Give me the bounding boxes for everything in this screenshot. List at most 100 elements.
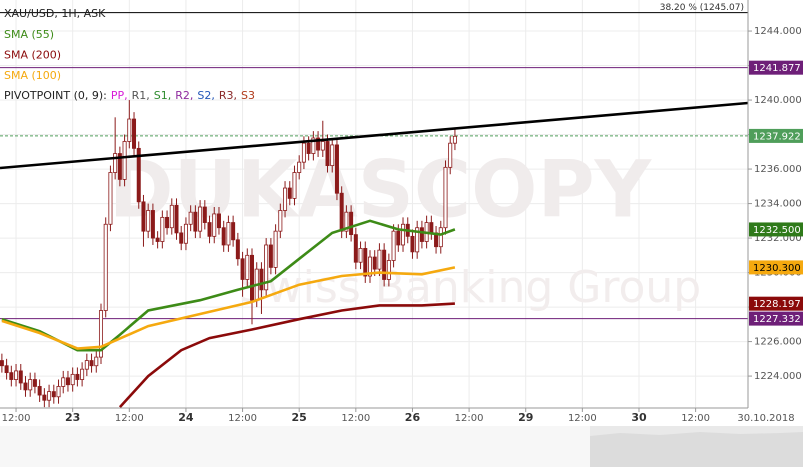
candle-body xyxy=(56,386,61,398)
candle-body xyxy=(65,377,70,386)
candle-body xyxy=(89,360,94,367)
candle-body xyxy=(18,370,23,384)
y-tick-label: 1236.000 xyxy=(754,164,802,175)
candle-body xyxy=(103,223,108,311)
y-tick-label: 1226.000 xyxy=(754,337,802,348)
price-marker-label: 1237.922 xyxy=(753,131,801,142)
legend-pivot-item: S2, xyxy=(197,89,214,102)
candle-body xyxy=(165,216,170,229)
candle-body xyxy=(401,223,406,246)
candle-body xyxy=(287,187,292,199)
candle-body xyxy=(353,234,358,263)
price-marker xyxy=(749,60,803,75)
candle-body xyxy=(193,211,198,232)
candle-body xyxy=(325,141,330,167)
candle-body xyxy=(51,391,56,398)
legend-pivot-item: S1, xyxy=(154,89,171,102)
legend-pivot-item: R3, xyxy=(219,89,237,102)
candle-body xyxy=(212,213,217,237)
candle-body xyxy=(292,172,297,199)
candle-body xyxy=(377,249,382,270)
candle-body xyxy=(268,244,273,268)
candle-body xyxy=(108,172,113,225)
x-tick-label: 12:00 xyxy=(455,413,484,424)
candle-body xyxy=(141,201,146,232)
candle-body xyxy=(136,147,141,203)
candle-body xyxy=(207,222,212,237)
candle-body xyxy=(235,239,240,260)
candle-body xyxy=(47,391,52,401)
price-marker xyxy=(749,128,803,143)
candle-body xyxy=(264,244,269,291)
candle-body xyxy=(216,213,221,229)
candle-body xyxy=(174,204,179,234)
candle-body xyxy=(429,222,434,234)
axes: 1224.0001226.0001228.0001230.0001232.000… xyxy=(2,3,803,424)
x-tick-label: 12:00 xyxy=(228,413,257,424)
legend-pivot-item: R1, xyxy=(132,89,150,102)
candle-body xyxy=(410,235,415,253)
candle-body xyxy=(259,268,264,291)
date-label: 30.10.2018 xyxy=(737,413,794,424)
candle-body xyxy=(160,216,165,242)
y-tick-label: 1224.000 xyxy=(754,371,802,382)
candle-body xyxy=(122,141,127,180)
legend-title: XAU/USD, 1H, ASK xyxy=(4,7,106,20)
x-tick-label: 12:00 xyxy=(2,413,31,424)
x-tick-label: 25 xyxy=(292,411,307,424)
plot-area xyxy=(0,12,748,408)
sma-line xyxy=(1,219,456,352)
candle-body xyxy=(80,368,85,380)
candle-body xyxy=(349,211,354,236)
price-marker-label: 1228.197 xyxy=(753,299,801,310)
candle-body xyxy=(316,137,321,151)
candle-body xyxy=(0,360,4,367)
candle-body xyxy=(339,192,344,232)
legend-entry: SMA (100) xyxy=(4,69,61,82)
candle-body xyxy=(98,310,103,358)
candle-body xyxy=(23,382,28,391)
candle-body xyxy=(438,227,443,248)
candle-body xyxy=(117,153,122,180)
candle-body xyxy=(334,144,339,194)
y-tick-label: 1244.000 xyxy=(754,26,802,37)
legend-entry: SMA (200) xyxy=(4,49,61,62)
y-tick-label: 1240.000 xyxy=(754,95,802,106)
price-marker xyxy=(749,296,803,311)
price-marker xyxy=(749,222,803,237)
candle-body xyxy=(297,161,302,173)
candle-body xyxy=(358,248,363,263)
price-marker-label: 1230.300 xyxy=(753,263,801,274)
candle-body xyxy=(113,153,118,173)
candle-body xyxy=(245,254,250,280)
fib-label: 38.20 % (1245.07) xyxy=(660,3,744,13)
x-tick-label: 23 xyxy=(65,411,80,424)
candle-body xyxy=(306,142,311,154)
candle-body xyxy=(367,256,372,277)
legend-pivot-item: S3 xyxy=(241,89,255,102)
legend-pivot-title: PIVOTPOINT (0, 9): xyxy=(4,89,107,102)
candle-body xyxy=(330,144,335,167)
x-tick-label: 12:00 xyxy=(568,413,597,424)
candle-body xyxy=(320,141,325,151)
candle-body xyxy=(150,210,155,239)
candle-body xyxy=(419,227,424,242)
candle-body xyxy=(188,211,193,225)
price-marker-label: 1227.332 xyxy=(753,314,801,325)
legend-pivot: PIVOTPOINT (0, 9): PP, R1, S1, R2, S2, R3, S3 xyxy=(4,89,255,102)
sma-line xyxy=(1,266,456,350)
candle-body xyxy=(14,370,19,380)
legend: XAU/USD, 1H, ASK PIVOTPOINT (0, 9): PP, R1… xyxy=(4,7,255,102)
x-tick-label: 12:00 xyxy=(681,413,710,424)
candle-body xyxy=(363,248,368,277)
candle-body xyxy=(84,360,89,370)
candle-body xyxy=(311,137,316,154)
watermark: Swiss Banking Group xyxy=(239,262,701,313)
legend-pivot-item: R2, xyxy=(175,89,193,102)
candle-body xyxy=(198,206,203,232)
navigator-window[interactable] xyxy=(590,426,803,467)
candle-body xyxy=(155,237,160,242)
candle-body xyxy=(391,230,396,261)
candle-body xyxy=(127,118,132,142)
